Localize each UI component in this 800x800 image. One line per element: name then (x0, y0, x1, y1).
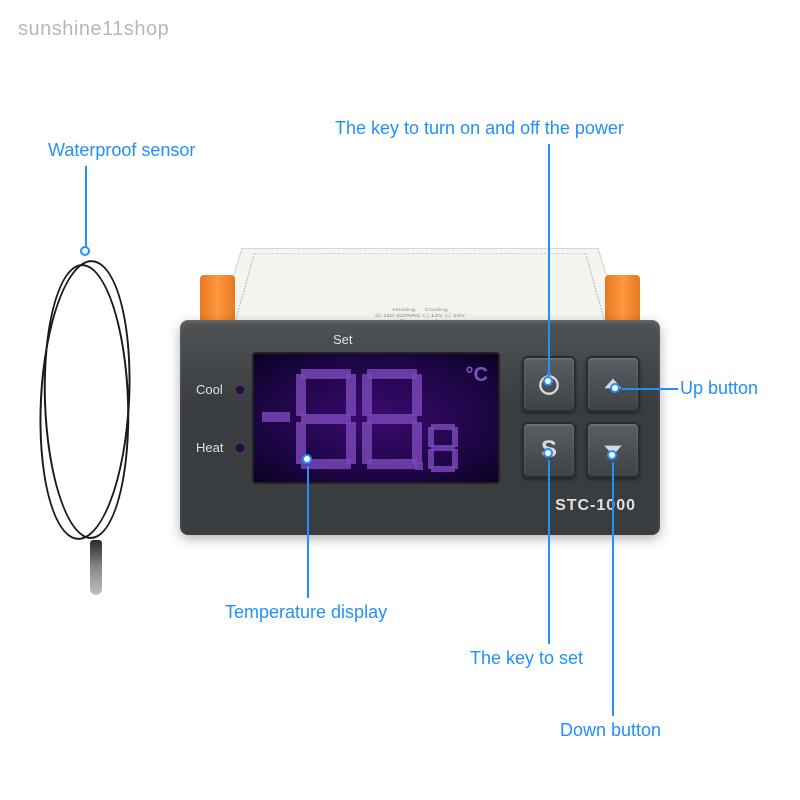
unit-celsius: °C (466, 364, 488, 387)
led-cool (236, 386, 244, 394)
callout-display: Temperature display (225, 602, 387, 623)
label-heat: Heat (196, 440, 223, 455)
model-number: STC-1000 (555, 497, 636, 515)
watermark-text: sunshine11shop (18, 18, 169, 41)
callout-power: The key to turn on and off the power (335, 118, 624, 139)
device-faceplate: Set Cool Heat °C (180, 320, 660, 535)
button-grid: S (522, 356, 640, 478)
probe-tip (90, 540, 102, 595)
stc1000-device: Power supply ☑ 110-220VAC ☐ 12V ☐ 24V He… (170, 180, 670, 550)
lcd-display: °C (252, 352, 500, 484)
callout-down: Down button (560, 720, 661, 741)
sensor-probe (30, 250, 140, 570)
label-set: Set (333, 332, 353, 347)
callout-set: The key to set (470, 648, 583, 669)
callout-sensor: Waterproof sensor (48, 140, 195, 161)
label-cool: Cool (196, 382, 223, 397)
led-heat (236, 444, 244, 452)
callout-up: Up button (680, 378, 758, 399)
